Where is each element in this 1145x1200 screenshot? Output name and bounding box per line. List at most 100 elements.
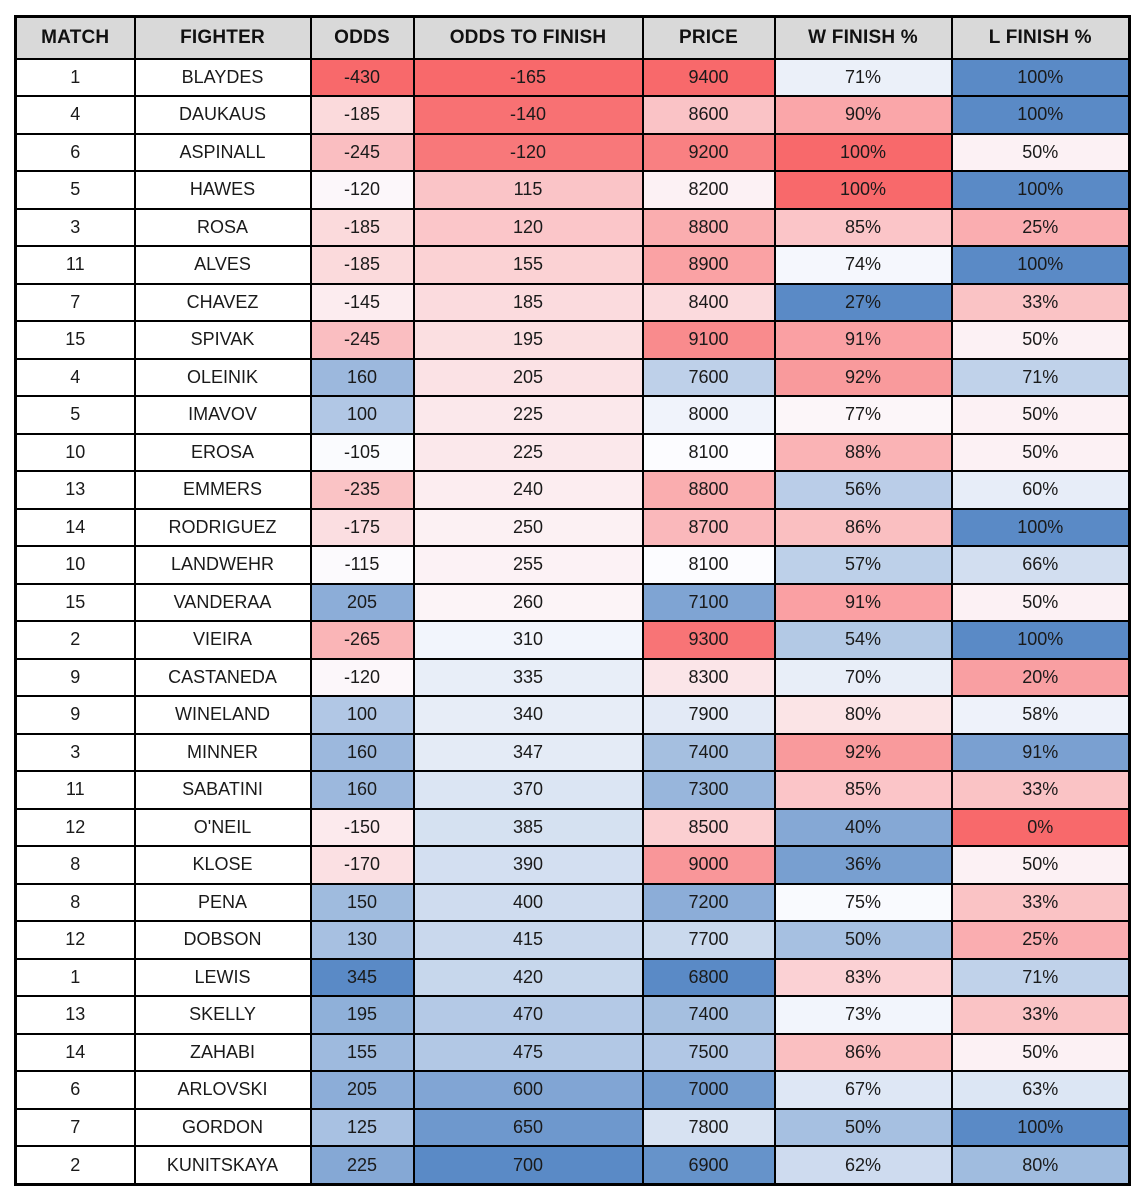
cell-odds[interactable]: -145 [309,282,415,322]
cell-w_finish[interactable]: 75% [773,882,953,922]
cell-price[interactable]: 7100 [641,582,776,622]
cell-fighter[interactable]: BLAYDES [133,57,312,97]
cell-price[interactable]: 9400 [641,57,776,97]
cell-match[interactable]: 15 [14,582,136,622]
cell-fighter[interactable]: DAUKAUS [133,95,312,135]
cell-odds_to_finish[interactable]: 185 [412,282,644,322]
cell-odds_to_finish[interactable]: 120 [412,207,644,247]
cell-fighter[interactable]: GORDON [133,1107,312,1147]
cell-match[interactable]: 8 [14,882,136,922]
cell-odds[interactable]: -185 [309,207,415,247]
cell-w_finish[interactable]: 56% [773,470,953,510]
cell-odds_to_finish[interactable]: 115 [412,170,644,210]
cell-l_finish[interactable]: 100% [950,170,1131,210]
cell-l_finish[interactable]: 33% [950,770,1131,810]
cell-match[interactable]: 11 [14,245,136,285]
cell-odds[interactable]: -185 [309,95,415,135]
cell-match[interactable]: 2 [14,620,136,660]
cell-l_finish[interactable]: 80% [950,1145,1131,1186]
cell-l_finish[interactable]: 91% [950,732,1131,772]
cell-w_finish[interactable]: 62% [773,1145,953,1186]
cell-match[interactable]: 15 [14,320,136,360]
cell-fighter[interactable]: KLOSE [133,845,312,885]
cell-fighter[interactable]: ARLOVSKI [133,1070,312,1110]
cell-w_finish[interactable]: 54% [773,620,953,660]
cell-price[interactable]: 8100 [641,432,776,472]
cell-l_finish[interactable]: 100% [950,620,1131,660]
cell-price[interactable]: 7700 [641,920,776,960]
cell-price[interactable]: 8300 [641,657,776,697]
cell-odds_to_finish[interactable]: 385 [412,807,644,847]
column-header-l_finish[interactable]: L FINISH % [950,15,1131,60]
cell-l_finish[interactable]: 71% [950,957,1131,997]
cell-l_finish[interactable]: 50% [950,582,1131,622]
cell-w_finish[interactable]: 85% [773,770,953,810]
cell-odds_to_finish[interactable]: 205 [412,357,644,397]
cell-odds[interactable]: -245 [309,132,415,172]
cell-match[interactable]: 11 [14,770,136,810]
cell-price[interactable]: 7900 [641,695,776,735]
cell-w_finish[interactable]: 100% [773,132,953,172]
cell-w_finish[interactable]: 70% [773,657,953,697]
cell-l_finish[interactable]: 25% [950,207,1131,247]
cell-odds_to_finish[interactable]: 195 [412,320,644,360]
column-header-w_finish[interactable]: W FINISH % [773,15,953,60]
cell-fighter[interactable]: SKELLY [133,995,312,1035]
cell-fighter[interactable]: MINNER [133,732,312,772]
cell-price[interactable]: 6800 [641,957,776,997]
cell-w_finish[interactable]: 83% [773,957,953,997]
cell-odds_to_finish[interactable]: 475 [412,1032,644,1072]
cell-odds_to_finish[interactable]: 370 [412,770,644,810]
cell-price[interactable]: 7400 [641,732,776,772]
cell-odds_to_finish[interactable]: -140 [412,95,644,135]
cell-w_finish[interactable]: 91% [773,320,953,360]
cell-odds[interactable]: -245 [309,320,415,360]
cell-l_finish[interactable]: 50% [950,320,1131,360]
cell-l_finish[interactable]: 66% [950,545,1131,585]
cell-fighter[interactable]: VANDERAA [133,582,312,622]
cell-match[interactable]: 6 [14,1070,136,1110]
cell-price[interactable]: 7600 [641,357,776,397]
cell-odds_to_finish[interactable]: 240 [412,470,644,510]
cell-w_finish[interactable]: 50% [773,1107,953,1147]
cell-fighter[interactable]: IMAVOV [133,395,312,435]
cell-odds[interactable]: -150 [309,807,415,847]
cell-odds[interactable]: -265 [309,620,415,660]
cell-price[interactable]: 8400 [641,282,776,322]
cell-odds[interactable]: -120 [309,657,415,697]
cell-match[interactable]: 5 [14,395,136,435]
cell-w_finish[interactable]: 86% [773,1032,953,1072]
cell-price[interactable]: 8100 [641,545,776,585]
cell-l_finish[interactable]: 100% [950,1107,1131,1147]
cell-match[interactable]: 12 [14,920,136,960]
cell-match[interactable]: 14 [14,507,136,547]
cell-w_finish[interactable]: 57% [773,545,953,585]
cell-odds[interactable]: -235 [309,470,415,510]
cell-price[interactable]: 8200 [641,170,776,210]
cell-odds_to_finish[interactable]: 155 [412,245,644,285]
cell-price[interactable]: 7400 [641,995,776,1035]
cell-w_finish[interactable]: 100% [773,170,953,210]
cell-odds_to_finish[interactable]: 420 [412,957,644,997]
cell-fighter[interactable]: EROSA [133,432,312,472]
cell-odds_to_finish[interactable]: 390 [412,845,644,885]
cell-w_finish[interactable]: 80% [773,695,953,735]
cell-odds[interactable]: -175 [309,507,415,547]
cell-match[interactable]: 2 [14,1145,136,1186]
cell-fighter[interactable]: RODRIGUEZ [133,507,312,547]
cell-odds_to_finish[interactable]: 335 [412,657,644,697]
cell-price[interactable]: 8600 [641,95,776,135]
cell-odds_to_finish[interactable]: 250 [412,507,644,547]
cell-w_finish[interactable]: 36% [773,845,953,885]
cell-l_finish[interactable]: 50% [950,845,1131,885]
cell-l_finish[interactable]: 33% [950,282,1131,322]
cell-w_finish[interactable]: 74% [773,245,953,285]
cell-l_finish[interactable]: 50% [950,432,1131,472]
cell-match[interactable]: 12 [14,807,136,847]
cell-price[interactable]: 8700 [641,507,776,547]
cell-odds_to_finish[interactable]: 340 [412,695,644,735]
cell-odds[interactable]: -185 [309,245,415,285]
cell-price[interactable]: 7800 [641,1107,776,1147]
cell-fighter[interactable]: CHAVEZ [133,282,312,322]
cell-w_finish[interactable]: 90% [773,95,953,135]
